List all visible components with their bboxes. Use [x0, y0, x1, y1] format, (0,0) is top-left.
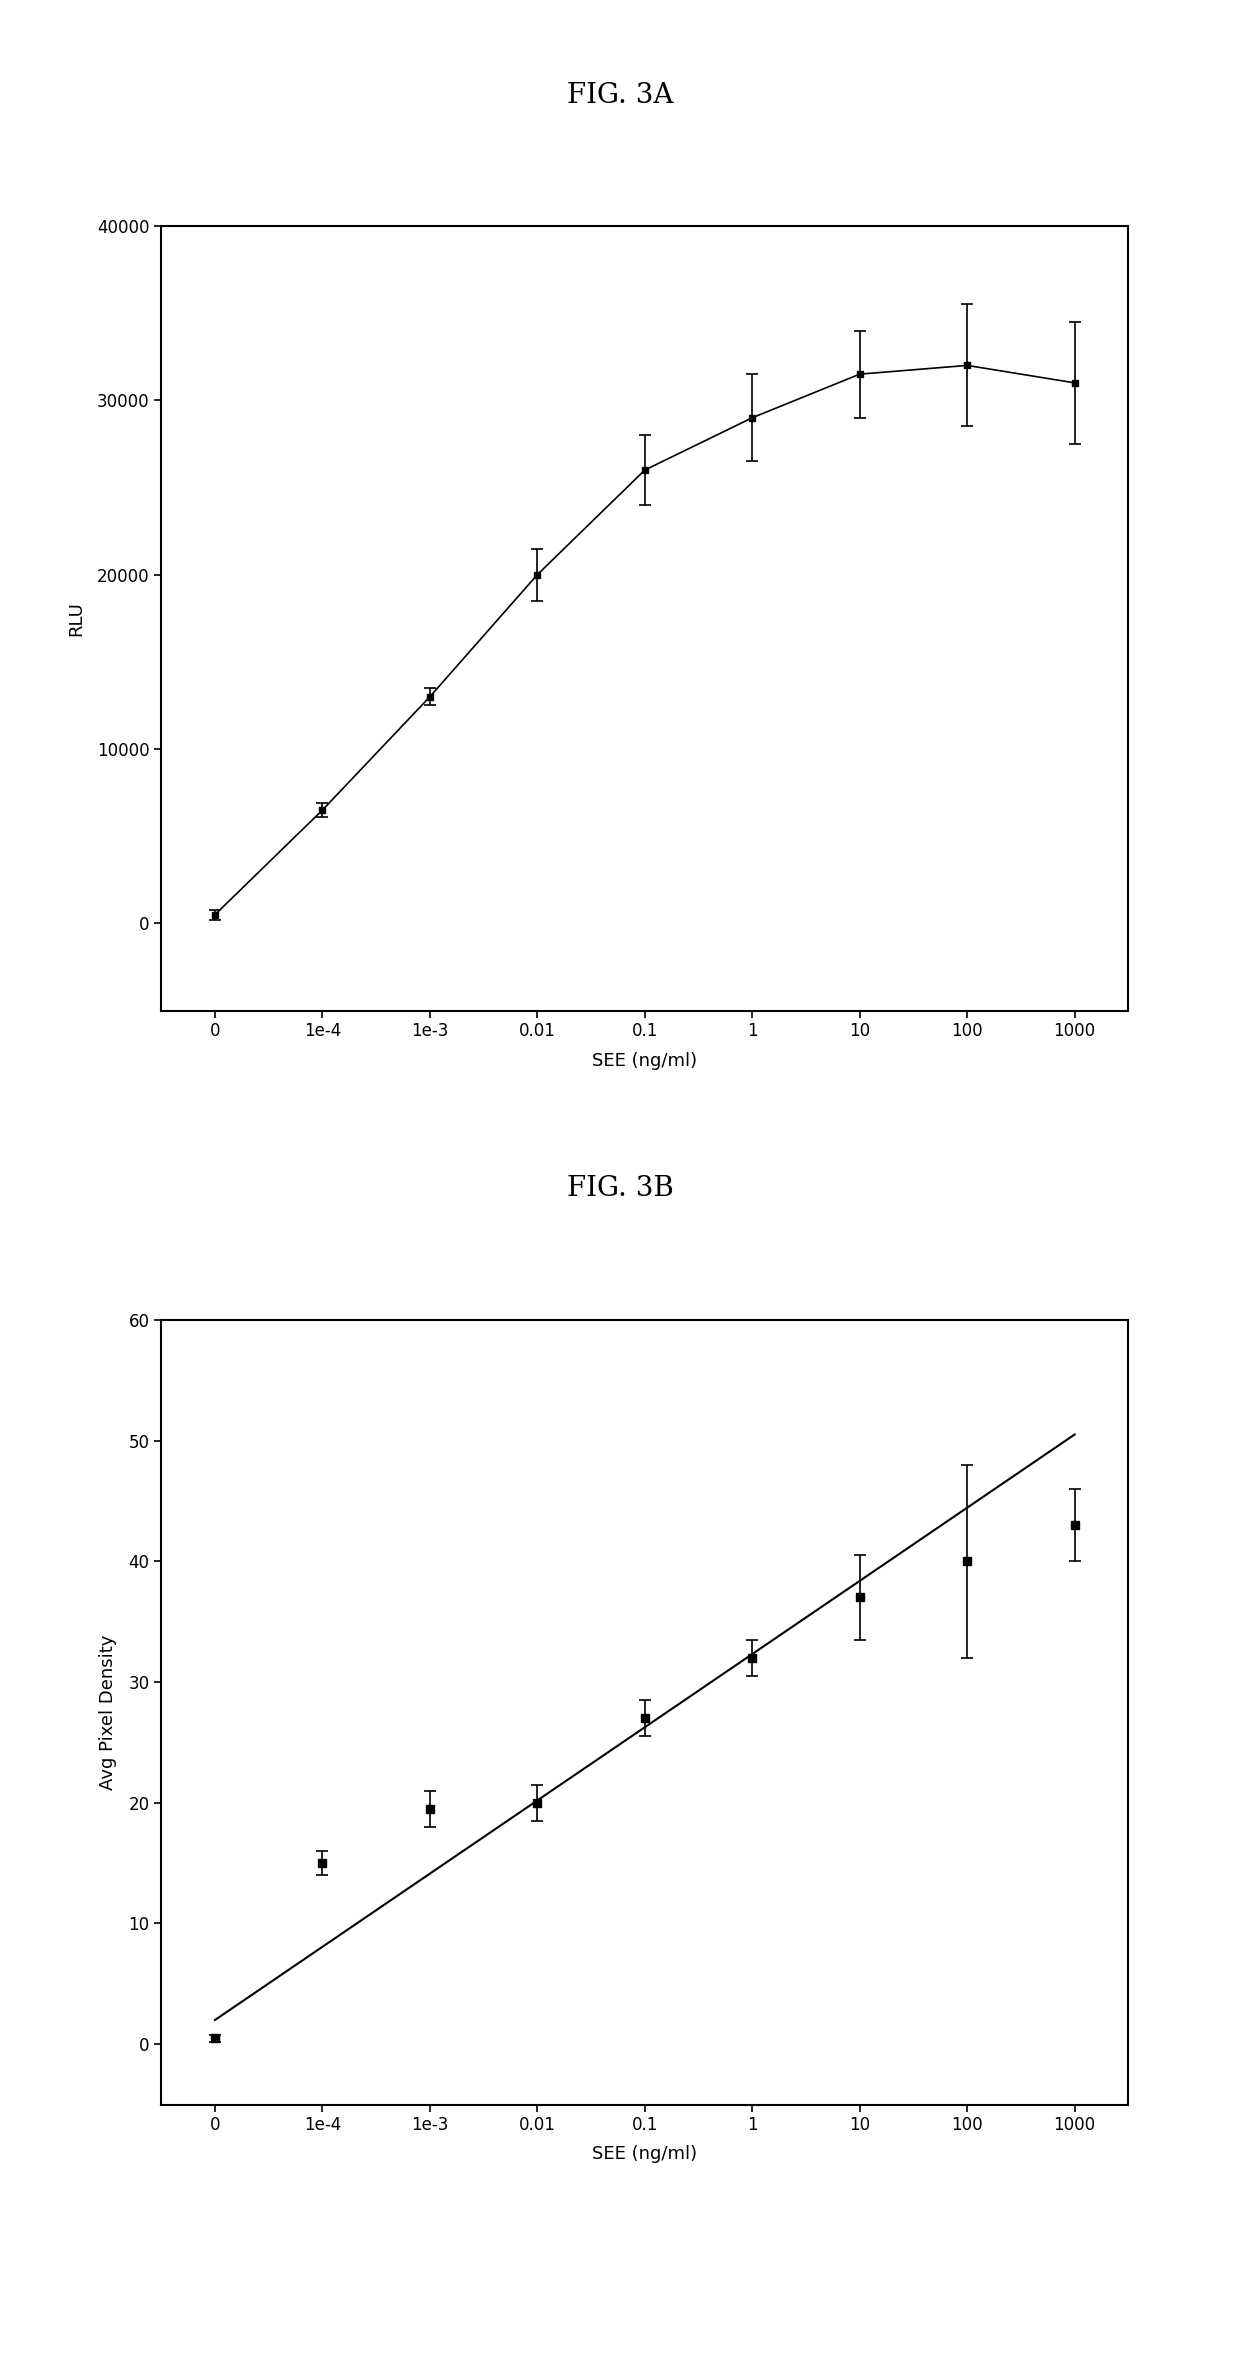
Text: FIG. 3A: FIG. 3A [567, 81, 673, 109]
Y-axis label: RLU: RLU [68, 602, 86, 635]
Y-axis label: Avg Pixel Density: Avg Pixel Density [99, 1634, 117, 1791]
X-axis label: SEE (ng/ml): SEE (ng/ml) [593, 1051, 697, 1070]
Text: FIG. 3B: FIG. 3B [567, 1175, 673, 1203]
X-axis label: SEE (ng/ml): SEE (ng/ml) [593, 2145, 697, 2164]
